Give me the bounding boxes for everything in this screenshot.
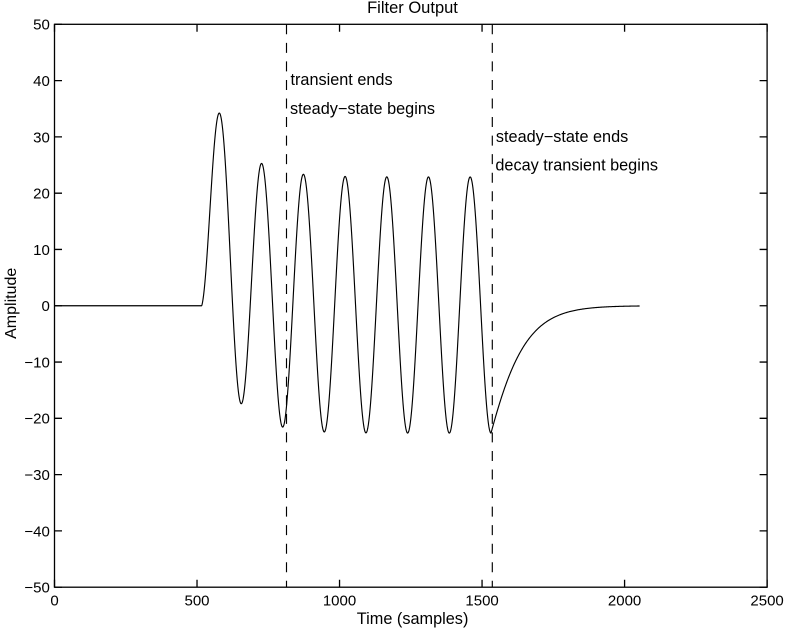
svg-text:500: 500 <box>184 593 209 610</box>
svg-text:2500: 2500 <box>750 593 783 610</box>
svg-text:transient ends: transient ends <box>291 71 393 89</box>
svg-text:0: 0 <box>41 298 49 315</box>
svg-text:steady−state ends: steady−state ends <box>496 128 628 146</box>
svg-text:−50: −50 <box>24 580 49 597</box>
svg-text:steady−state begins: steady−state begins <box>290 100 435 118</box>
svg-text:10: 10 <box>33 242 50 259</box>
svg-text:−10: −10 <box>24 354 49 371</box>
svg-text:30: 30 <box>33 129 50 146</box>
svg-text:Time (samples): Time (samples) <box>357 610 469 628</box>
svg-text:decay transient begins: decay transient begins <box>495 157 658 175</box>
svg-text:50: 50 <box>33 17 50 34</box>
svg-text:Filter Output: Filter Output <box>367 0 458 17</box>
svg-text:20: 20 <box>33 186 50 203</box>
svg-text:1500: 1500 <box>465 593 498 610</box>
svg-text:−20: −20 <box>24 411 49 428</box>
svg-text:2000: 2000 <box>608 593 641 610</box>
svg-text:40: 40 <box>33 73 50 90</box>
svg-text:Amplitude: Amplitude <box>3 268 20 339</box>
svg-text:−40: −40 <box>24 523 49 540</box>
svg-text:1000: 1000 <box>323 593 356 610</box>
svg-text:−30: −30 <box>24 467 49 484</box>
svg-text:0: 0 <box>50 593 58 610</box>
